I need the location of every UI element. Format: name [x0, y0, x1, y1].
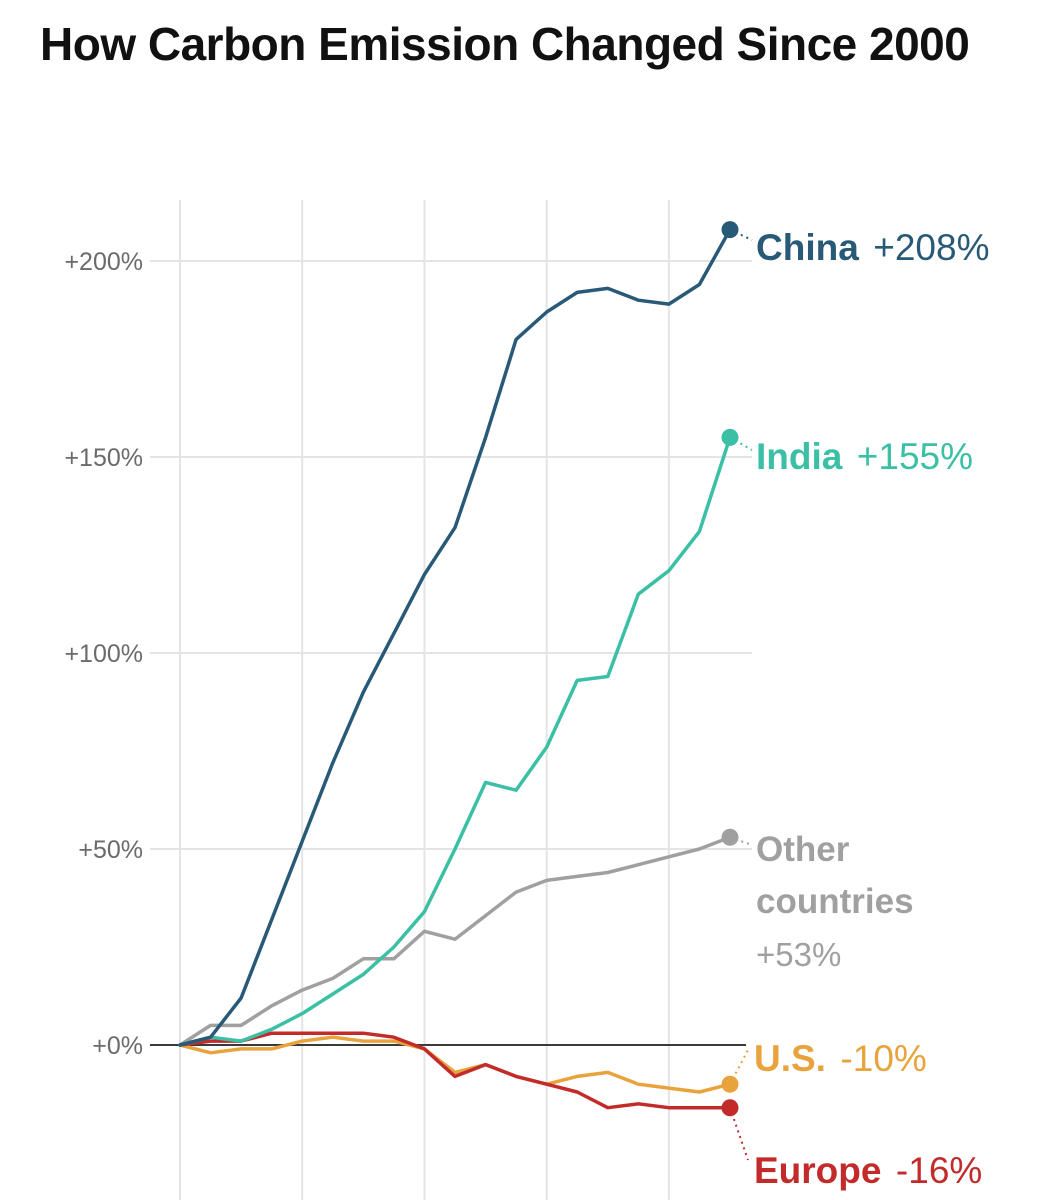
gridlines [150, 200, 752, 1200]
series-end-points [721, 221, 739, 1117]
europe-line [178, 1031, 732, 1110]
india-label-name: India [756, 436, 843, 477]
y-tick-label: +200% [64, 248, 143, 276]
y-axis-tick-labels: +200% +150% +100% +50% +0% [64, 248, 143, 1060]
other-countries-label-line1: Other [756, 830, 850, 869]
china-end-point [721, 221, 739, 239]
india-line [178, 435, 732, 1047]
india-label: India +155% [756, 436, 973, 477]
us-label-name: U.S. [754, 1038, 826, 1079]
china-line [178, 227, 732, 1047]
other-countries-end-point [721, 828, 739, 846]
china-leader-line [729, 228, 753, 241]
y-tick-label: +50% [78, 836, 143, 864]
us-label-value: -10% [840, 1038, 926, 1079]
india-label-value: +155% [857, 436, 973, 477]
label-leader-lines [729, 228, 753, 1161]
china-label-name: China [756, 227, 859, 268]
us-label: U.S. -10% [754, 1038, 927, 1079]
europe-label-value: -16% [896, 1150, 982, 1191]
china-label-value: +208% [873, 227, 989, 268]
europe-label: Europe -16% [754, 1150, 982, 1191]
series-lines [178, 227, 732, 1110]
other-countries-label-line2: countries [756, 882, 914, 921]
chart-title: How Carbon Emission Changed Since 2000 [40, 18, 970, 70]
other-countries-label-value: +53% [756, 936, 841, 973]
other-countries-line [178, 835, 732, 1047]
europe-label-name: Europe [754, 1150, 881, 1191]
other-countries-leader-line [729, 836, 753, 846]
y-tick-label: +100% [64, 640, 143, 668]
u-s-end-point [721, 1075, 739, 1093]
india-end-point [721, 428, 739, 446]
y-tick-label: +0% [92, 1032, 143, 1060]
china-label: China +208% [756, 227, 989, 268]
u-s-line [178, 1035, 732, 1094]
india-leader-line [729, 436, 753, 451]
y-tick-label: +150% [64, 444, 143, 472]
europe-end-point [721, 1099, 739, 1117]
